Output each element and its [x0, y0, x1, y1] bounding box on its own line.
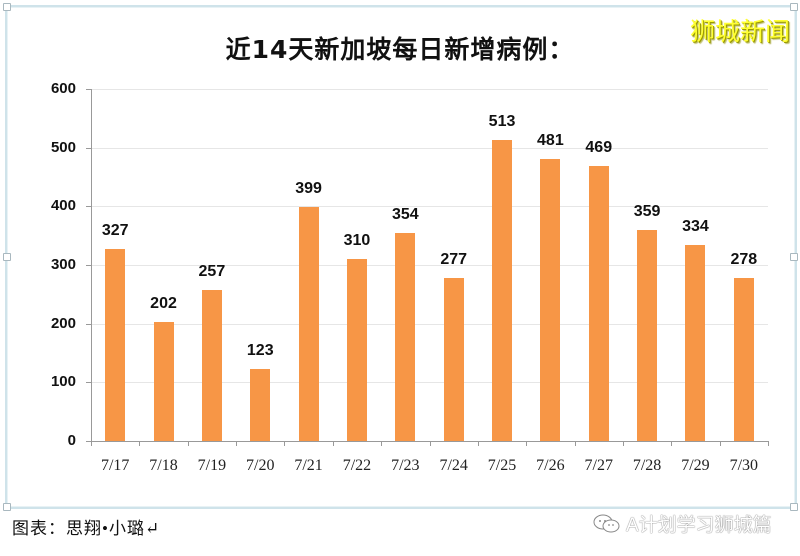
chart-title: 近14天新加坡每日新增病例： — [225, 35, 575, 64]
data-label: 481 — [537, 131, 564, 149]
y-axis — [91, 89, 92, 442]
bar — [492, 140, 513, 441]
y-tick — [86, 441, 91, 442]
data-label: 354 — [391, 206, 419, 224]
data-label: 123 — [246, 341, 274, 359]
y-tick-label: 200 — [50, 314, 76, 332]
data-label: 513 — [488, 113, 516, 131]
bar — [201, 290, 222, 441]
y-tick — [86, 147, 91, 149]
x-tick-label: 7/21 — [294, 457, 323, 474]
x-tick-label: 7/24 — [439, 457, 468, 474]
x-tick-label: 7/23 — [391, 457, 420, 474]
bar — [153, 322, 174, 441]
bar — [250, 368, 271, 441]
y-tick-label: 300 — [50, 256, 76, 273]
data-label: 327 — [101, 222, 129, 240]
x-tick-label: 7/22 — [342, 457, 372, 474]
x-tick — [332, 441, 334, 446]
watermark: A计划学习狮城篇 — [592, 510, 772, 537]
x-tick — [429, 441, 431, 446]
x-tick — [526, 441, 528, 446]
y-tick-label: 600 — [50, 80, 76, 97]
data-label: 278 — [730, 250, 758, 268]
data-label: 399 — [295, 179, 322, 197]
data-label: 469 — [585, 138, 613, 156]
bar — [733, 277, 754, 441]
data-label: 277 — [440, 251, 468, 269]
x-tick — [574, 441, 576, 446]
x-tick — [719, 441, 721, 446]
resize-handle-left[interactable] — [3, 253, 11, 261]
bar — [637, 230, 658, 441]
y-tick — [86, 89, 91, 90]
gridline — [91, 382, 768, 384]
x-tick — [768, 441, 769, 446]
x-tick-label: 7/19 — [197, 457, 227, 474]
chart-credit: 图表：思翔•小璐↵ — [12, 519, 161, 538]
x-tick — [139, 441, 141, 446]
resize-handle-top-right[interactable] — [790, 3, 798, 11]
bar — [346, 259, 367, 441]
brand-logo-text: 狮城新闻 — [689, 17, 790, 46]
y-tick-label: 400 — [50, 197, 76, 215]
bar — [443, 278, 464, 441]
gridline — [91, 265, 768, 266]
bar — [298, 206, 319, 441]
bar — [395, 233, 416, 441]
x-tick-label: 7/28 — [632, 457, 662, 474]
x-tick-label: 7/26 — [536, 457, 565, 474]
wechat-icon — [592, 513, 622, 535]
x-tick — [91, 441, 92, 446]
plot-area — [91, 89, 768, 441]
y-tick-label: 0 — [67, 432, 76, 449]
y-tick — [86, 323, 91, 325]
x-tick-label: 7/25 — [487, 457, 517, 474]
bar — [685, 245, 706, 441]
data-label: 257 — [198, 263, 226, 281]
data-label: 310 — [343, 232, 371, 250]
x-tick-label: 7/27 — [584, 457, 613, 474]
gridline — [91, 323, 768, 325]
y-tick — [86, 265, 91, 266]
x-tick — [284, 441, 286, 446]
x-tick — [622, 441, 624, 446]
x-tick-label: 7/30 — [729, 457, 759, 474]
gridline — [91, 206, 768, 208]
resize-handle-bottom-left[interactable] — [3, 503, 11, 511]
x-tick-label: 7/20 — [246, 457, 275, 474]
x-tick-label: 7/18 — [149, 457, 178, 474]
gridline — [91, 147, 768, 149]
bar — [540, 158, 561, 441]
data-label: 359 — [633, 203, 661, 221]
y-tick — [86, 382, 91, 384]
resize-handle-top-left[interactable] — [3, 3, 11, 11]
resize-handle-right[interactable] — [790, 253, 798, 261]
x-tick — [187, 441, 189, 446]
bar — [105, 249, 126, 441]
y-tick — [86, 206, 91, 208]
y-tick-label: 100 — [50, 373, 76, 391]
y-tick-label: 500 — [50, 138, 76, 156]
x-tick — [477, 441, 479, 446]
watermark-text: A计划学习狮城篇 — [626, 515, 772, 536]
gridline — [91, 89, 768, 90]
x-tick — [671, 441, 673, 446]
data-label: 202 — [150, 295, 177, 313]
x-tick-label: 7/17 — [100, 457, 130, 474]
data-label: 334 — [682, 218, 709, 236]
x-tick-label: 7/29 — [681, 457, 710, 474]
resize-handle-bottom-right[interactable] — [790, 503, 798, 511]
x-tick — [381, 441, 383, 446]
bar — [588, 165, 609, 441]
x-tick — [236, 441, 238, 446]
